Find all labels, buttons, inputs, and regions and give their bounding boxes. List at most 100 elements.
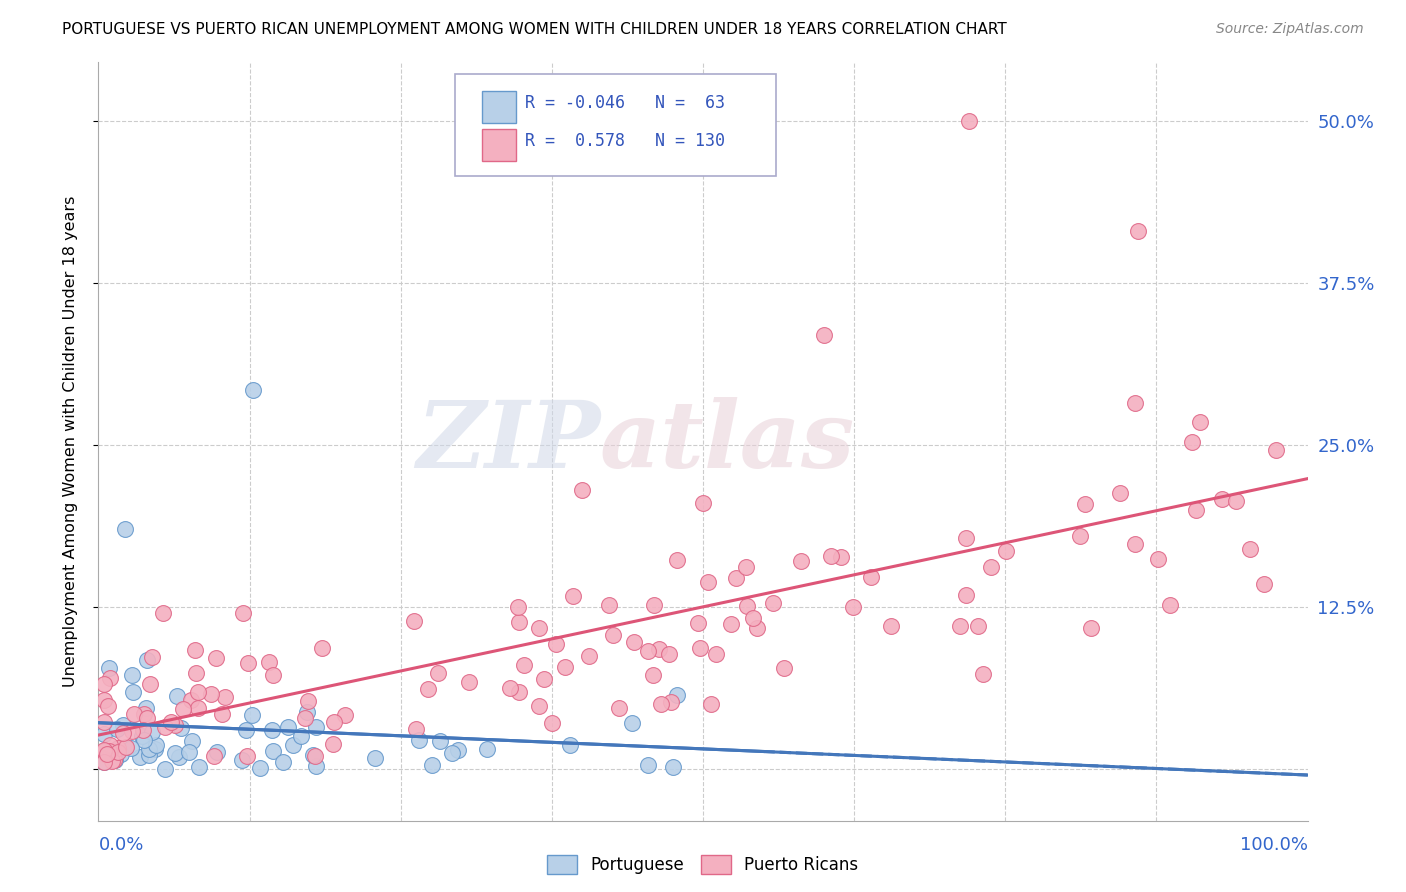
Point: [107, 741, 129, 756]
Point: [104, 753, 127, 767]
Point: [623, 634, 645, 648]
Point: [205, 745, 228, 759]
Point: [1181, 435, 1204, 450]
Point: [1147, 552, 1170, 566]
Point: [93, 693, 115, 707]
Point: [408, 732, 430, 747]
Point: [533, 672, 555, 686]
Point: [271, 755, 294, 769]
Point: [93, 743, 115, 757]
Point: [134, 732, 156, 747]
Point: [554, 659, 576, 673]
Point: [305, 758, 328, 772]
Point: [475, 741, 498, 756]
Point: [666, 688, 689, 702]
Point: [429, 734, 451, 748]
Point: [416, 682, 439, 697]
Point: [441, 746, 464, 760]
Point: [122, 685, 145, 699]
Point: [96, 747, 118, 761]
Point: [447, 742, 470, 756]
Text: Source: ZipAtlas.com: Source: ZipAtlas.com: [1216, 22, 1364, 37]
Point: [262, 668, 284, 682]
Point: [880, 618, 903, 632]
Point: [689, 640, 711, 655]
Point: [138, 747, 160, 762]
Point: [720, 617, 742, 632]
Point: [297, 705, 319, 719]
Point: [121, 724, 143, 739]
Point: [214, 690, 236, 704]
Point: [1128, 224, 1150, 238]
Point: [830, 550, 852, 565]
Text: R =  0.578   N = 130: R = 0.578 N = 130: [526, 131, 725, 150]
Text: 100.0%: 100.0%: [1240, 836, 1308, 855]
Point: [294, 711, 316, 725]
Point: [1069, 529, 1091, 543]
Point: [1225, 494, 1247, 508]
Point: [967, 619, 990, 633]
Point: [98, 739, 121, 753]
Point: [1073, 498, 1095, 512]
Point: [499, 681, 522, 695]
Point: [1189, 415, 1212, 429]
Point: [1108, 486, 1130, 500]
Point: [659, 695, 682, 709]
Point: [980, 560, 1002, 574]
Point: [235, 723, 257, 737]
Point: [172, 702, 194, 716]
Point: [163, 746, 186, 760]
Point: [1185, 503, 1208, 517]
Point: [211, 707, 233, 722]
Point: [131, 729, 153, 743]
Point: [167, 749, 190, 764]
Point: [257, 655, 280, 669]
Point: [111, 726, 134, 740]
Point: [141, 724, 163, 739]
Point: [112, 718, 135, 732]
Point: [153, 762, 176, 776]
Point: [688, 616, 710, 631]
Point: [132, 723, 155, 737]
Point: [322, 737, 344, 751]
Point: [513, 657, 536, 672]
Point: [122, 706, 145, 721]
Point: [1253, 577, 1275, 591]
Point: [735, 559, 758, 574]
Point: [96, 748, 118, 763]
Point: [231, 753, 253, 767]
Point: [364, 751, 387, 765]
Point: [305, 720, 328, 734]
Point: [704, 647, 727, 661]
Point: [129, 749, 152, 764]
Point: [1123, 537, 1146, 551]
Point: [637, 644, 659, 658]
Point: [153, 720, 176, 734]
Point: [641, 668, 664, 682]
Point: [98, 745, 121, 759]
Point: [93, 744, 115, 758]
Point: [662, 760, 685, 774]
Point: [955, 588, 977, 602]
Point: [104, 744, 127, 758]
Point: [187, 684, 209, 698]
Point: [93, 677, 115, 691]
Point: [620, 716, 643, 731]
Point: [529, 698, 551, 713]
Point: [141, 650, 163, 665]
Point: [236, 656, 259, 670]
Point: [1159, 599, 1181, 613]
Point: [187, 701, 209, 715]
FancyBboxPatch shape: [456, 74, 776, 177]
Point: [1265, 442, 1288, 457]
Point: [1239, 542, 1261, 557]
Point: [249, 761, 271, 775]
Point: [232, 607, 254, 621]
Point: [205, 651, 228, 665]
Point: [93, 756, 115, 770]
Point: [957, 113, 980, 128]
Point: [107, 722, 129, 736]
Point: [657, 648, 679, 662]
Point: [666, 553, 689, 567]
Point: [527, 622, 550, 636]
